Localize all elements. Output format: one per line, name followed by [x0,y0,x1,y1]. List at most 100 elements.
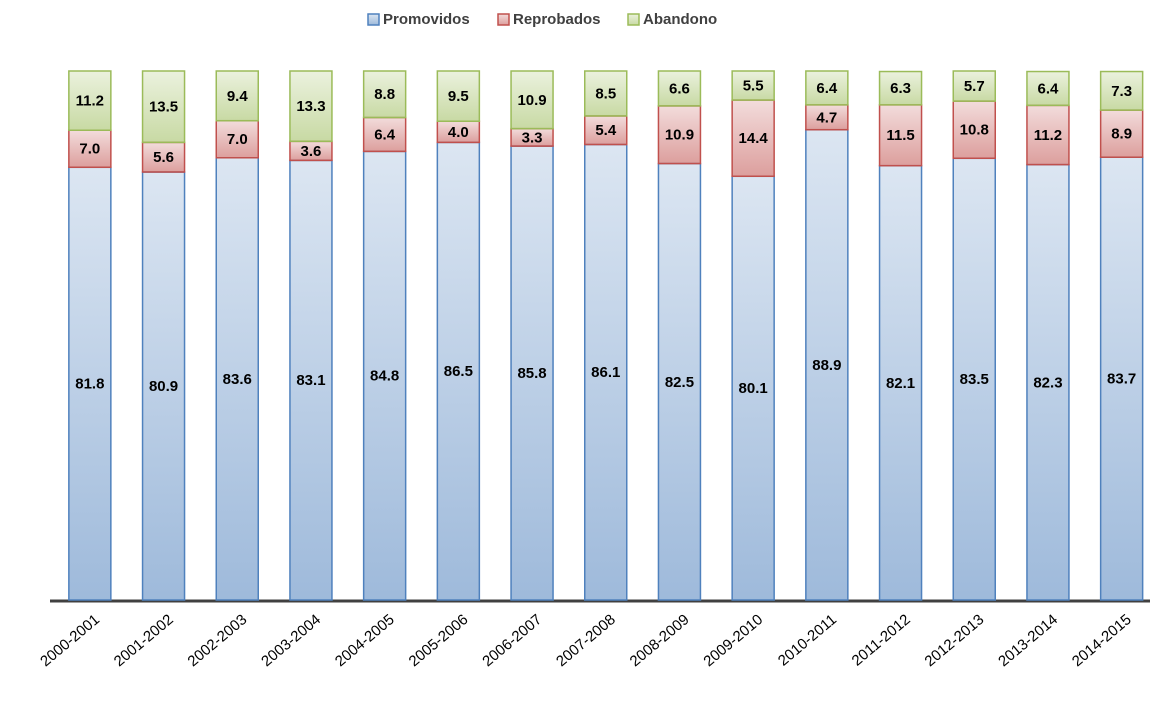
data-label: 83.7 [1107,371,1136,388]
data-label: 83.1 [296,372,325,389]
bar-segment [878,104,923,167]
bar-segment [1099,109,1144,158]
x-tick-label: 2011-2012 [849,611,914,669]
x-tick-label: 2009-2010 [700,611,766,670]
data-label: 82.3 [1033,374,1062,391]
data-label: 4.0 [448,124,469,141]
bar-segment [952,100,996,160]
data-label: 88.9 [812,357,841,374]
legend-swatch [497,13,510,26]
data-label: 6.6 [669,80,690,97]
data-label: 5.4 [595,122,617,139]
data-label: 82.5 [665,374,694,391]
bar-segment [68,166,112,601]
bar-segment [805,70,849,106]
legend-label: Reprobados [513,11,601,28]
data-label: 83.6 [223,371,252,388]
bar-segment [584,70,628,117]
x-tick-label: 2010-2011 [775,611,840,669]
bar-segment [215,119,259,159]
bar-segment [657,70,702,107]
data-label: 10.9 [665,127,694,144]
data-label: 13.3 [296,98,325,115]
data-label: 83.5 [960,371,989,388]
x-tick-label: 2006-2007 [479,611,545,670]
data-label: 84.8 [370,368,399,385]
bar-segment [805,104,849,131]
bar-segment [1099,70,1144,111]
bar-segment [215,157,259,601]
data-label: 6.4 [1038,80,1060,97]
data-label: 9.4 [227,88,249,105]
bar-segment [68,70,112,131]
bar-segment [141,141,186,173]
bar-segment [289,159,333,601]
bar-segment [878,164,923,601]
data-label: 86.5 [444,363,473,380]
data-label: 9.5 [448,88,469,105]
legend-swatch [627,13,640,26]
x-tick-label: 2013-2014 [995,611,1061,670]
bar-segment [436,70,481,123]
bar-segment [657,105,702,165]
bar-segment [510,145,554,601]
data-label: 80.9 [149,378,178,395]
data-label: 3.3 [522,129,543,146]
bar-segment [731,70,775,101]
data-label: 13.5 [149,99,178,116]
legend-swatch [367,13,380,26]
bar-segment [731,175,775,601]
data-label: 10.8 [960,122,989,139]
data-label: 81.8 [75,376,104,393]
x-tick-label: 2007-2008 [553,611,619,670]
data-label: 11.2 [1034,127,1062,144]
bar-segment [657,162,702,601]
data-label: 10.9 [517,92,546,109]
bar-segment [141,171,186,601]
bar-segment [805,128,849,601]
data-label: 11.5 [886,127,914,144]
legend-label: Promovidos [383,11,470,28]
data-label: 85.8 [517,365,546,382]
x-tick-label: 2002-2003 [184,611,250,670]
bar-segment [436,141,481,601]
data-label: 86.1 [591,364,620,381]
data-label: 6.4 [374,126,396,143]
data-label: 80.1 [739,380,768,397]
data-label: 4.7 [816,109,837,126]
x-tick-label: 2001-2002 [111,611,177,670]
bar-segment [510,70,554,130]
bar-segment [952,70,996,102]
bar-segment [952,157,996,601]
data-label: 8.9 [1111,126,1132,143]
data-label: 11.2 [76,93,104,110]
data-label: 14.4 [739,130,769,147]
data-label: 7.0 [79,141,100,158]
bar-segment [1099,156,1144,601]
legend-label: Abandono [643,11,717,28]
data-label: 6.4 [816,80,838,97]
x-tick-label: 2008-2009 [627,611,693,670]
data-label: 7.3 [1111,83,1132,100]
data-label: 6.3 [890,80,911,97]
data-label: 8.5 [595,85,616,102]
bar-segment [68,129,112,169]
data-label: 82.1 [886,375,915,392]
data-label: 7.0 [227,131,248,148]
x-tick-label: 2000-2001 [37,611,103,670]
data-label: 3.6 [301,143,322,160]
data-label: 8.8 [374,86,395,103]
bar-segment [141,70,186,144]
x-tick-label: 2005-2006 [406,611,472,670]
x-tick-label: 2012-2013 [921,611,987,670]
x-tick-label: 2004-2005 [332,611,398,670]
x-tick-label: 2003-2004 [258,611,324,670]
bar-segment [731,99,775,178]
bar-segment [215,70,259,122]
x-tick-label: 2014-2015 [1069,611,1135,670]
data-label: 5.6 [153,149,174,166]
data-label: 5.5 [743,78,764,95]
bar-segment [362,70,407,119]
data-label: 5.7 [964,78,985,95]
